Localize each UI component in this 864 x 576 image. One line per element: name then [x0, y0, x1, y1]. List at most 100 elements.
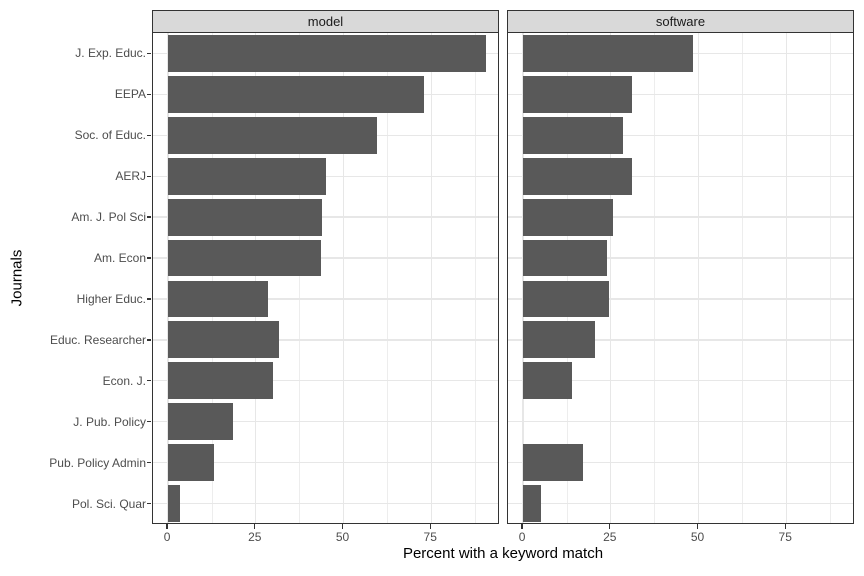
x-tick-mark	[429, 524, 431, 529]
bar	[168, 444, 214, 482]
facet-strip: software	[507, 10, 854, 33]
gridline-major-vertical	[697, 33, 700, 523]
x-tick-label: 0	[163, 530, 171, 544]
gridline-major-horizontal	[508, 421, 853, 423]
bar	[168, 157, 326, 195]
gridline-minor-vertical	[741, 33, 743, 523]
y-axis-label: AERJ	[115, 169, 146, 184]
y-tick-mark	[146, 339, 151, 341]
gridline-major-horizontal	[508, 339, 853, 341]
gridline-major-horizontal	[153, 461, 498, 464]
bar	[523, 362, 573, 400]
bar	[168, 485, 181, 522]
bar	[523, 157, 632, 195]
y-tick-mark	[146, 134, 151, 136]
gridline-minor-vertical	[299, 33, 301, 523]
bar	[168, 116, 377, 154]
y-axis-label: Pol. Sci. Quar	[71, 496, 146, 511]
gridline-major-horizontal	[508, 175, 853, 177]
y-tick-mark	[146, 421, 151, 423]
gridline-major-vertical	[785, 33, 787, 523]
bar	[168, 35, 486, 72]
gridline-minor-vertical	[829, 33, 831, 523]
y-axis-label: Am. Econ	[93, 251, 146, 266]
gridline-minor-vertical	[474, 33, 476, 523]
y-axis-label: EEPA	[114, 87, 146, 102]
y-axis-label: Educ. Researcher	[49, 332, 146, 347]
x-tick-mark	[609, 524, 611, 529]
y-axis-label: Econ. J.	[102, 373, 146, 388]
gridline-major-vertical	[255, 33, 257, 523]
bar	[523, 116, 624, 154]
gridline-minor-vertical	[211, 33, 213, 523]
bar	[523, 35, 694, 72]
x-tick-mark	[166, 524, 168, 529]
bar	[523, 485, 541, 522]
y-tick-mark	[146, 298, 151, 300]
y-tick-mark	[146, 216, 151, 218]
x-tick-mark	[341, 524, 344, 529]
y-tick-mark	[146, 502, 151, 505]
bar	[168, 198, 323, 236]
bar	[168, 75, 425, 113]
bar	[523, 321, 595, 359]
gridline-major-horizontal	[508, 298, 853, 300]
x-tick-label: 75	[778, 530, 792, 544]
gridline-major-horizontal	[508, 380, 853, 382]
gridline-minor-vertical	[566, 33, 568, 523]
gridline-major-vertical	[430, 33, 432, 523]
y-tick-mark	[146, 93, 151, 96]
y-axis-label: Soc. of Educ.	[74, 128, 146, 143]
gridline-major-horizontal	[508, 461, 853, 464]
x-tick-mark	[521, 524, 523, 529]
gridline-major-horizontal	[153, 298, 498, 300]
gridline-minor-vertical	[654, 33, 656, 523]
gridline-major-vertical	[522, 33, 524, 523]
gridline-major-horizontal	[508, 93, 853, 96]
gridline-major-horizontal	[153, 421, 498, 423]
x-tick-mark	[784, 524, 786, 529]
gridline-minor-vertical	[386, 33, 388, 523]
bar	[168, 362, 274, 400]
y-tick-mark	[146, 257, 151, 259]
bar	[168, 403, 233, 441]
bar	[523, 280, 610, 318]
gridline-major-horizontal	[153, 502, 498, 505]
gridline-major-horizontal	[153, 380, 498, 382]
x-axis-title: Percent with a keyword match	[402, 545, 604, 562]
bar	[523, 444, 583, 482]
x-tick-label: 0	[518, 530, 526, 544]
x-tick-mark	[696, 524, 699, 529]
y-tick-mark	[146, 175, 151, 177]
gridline-major-horizontal	[508, 134, 853, 136]
y-axis-label: Pub. Policy Admin	[49, 455, 146, 470]
x-tick-label: 25	[248, 530, 262, 544]
gridline-major-vertical	[167, 33, 169, 523]
gridline-major-horizontal	[508, 216, 853, 218]
y-tick-mark	[146, 461, 151, 464]
y-tick-mark	[146, 380, 151, 382]
bar	[523, 75, 632, 113]
y-axis-label: J. Exp. Educ.	[75, 46, 146, 61]
gridline-major-vertical	[342, 33, 345, 523]
y-tick-mark	[146, 52, 151, 55]
bar	[523, 198, 613, 236]
gridline-major-horizontal	[153, 257, 498, 259]
x-tick-label: 50	[335, 530, 350, 544]
facet-panel	[152, 33, 499, 524]
bar	[168, 280, 269, 318]
y-axis-label: Higher Educ.	[76, 291, 146, 306]
bar	[168, 321, 279, 359]
gridline-major-horizontal	[153, 339, 498, 341]
gridline-major-vertical	[610, 33, 612, 523]
gridline-major-horizontal	[508, 257, 853, 259]
facet-panel	[507, 33, 854, 524]
bar	[168, 239, 321, 277]
facet-strip: model	[152, 10, 499, 33]
x-tick-label: 75	[423, 530, 437, 544]
x-tick-mark	[254, 524, 256, 529]
x-tick-label: 25	[603, 530, 617, 544]
y-axis-label: Am. J. Pol Sci	[71, 210, 146, 225]
y-axis-label: J. Pub. Policy	[73, 414, 146, 429]
